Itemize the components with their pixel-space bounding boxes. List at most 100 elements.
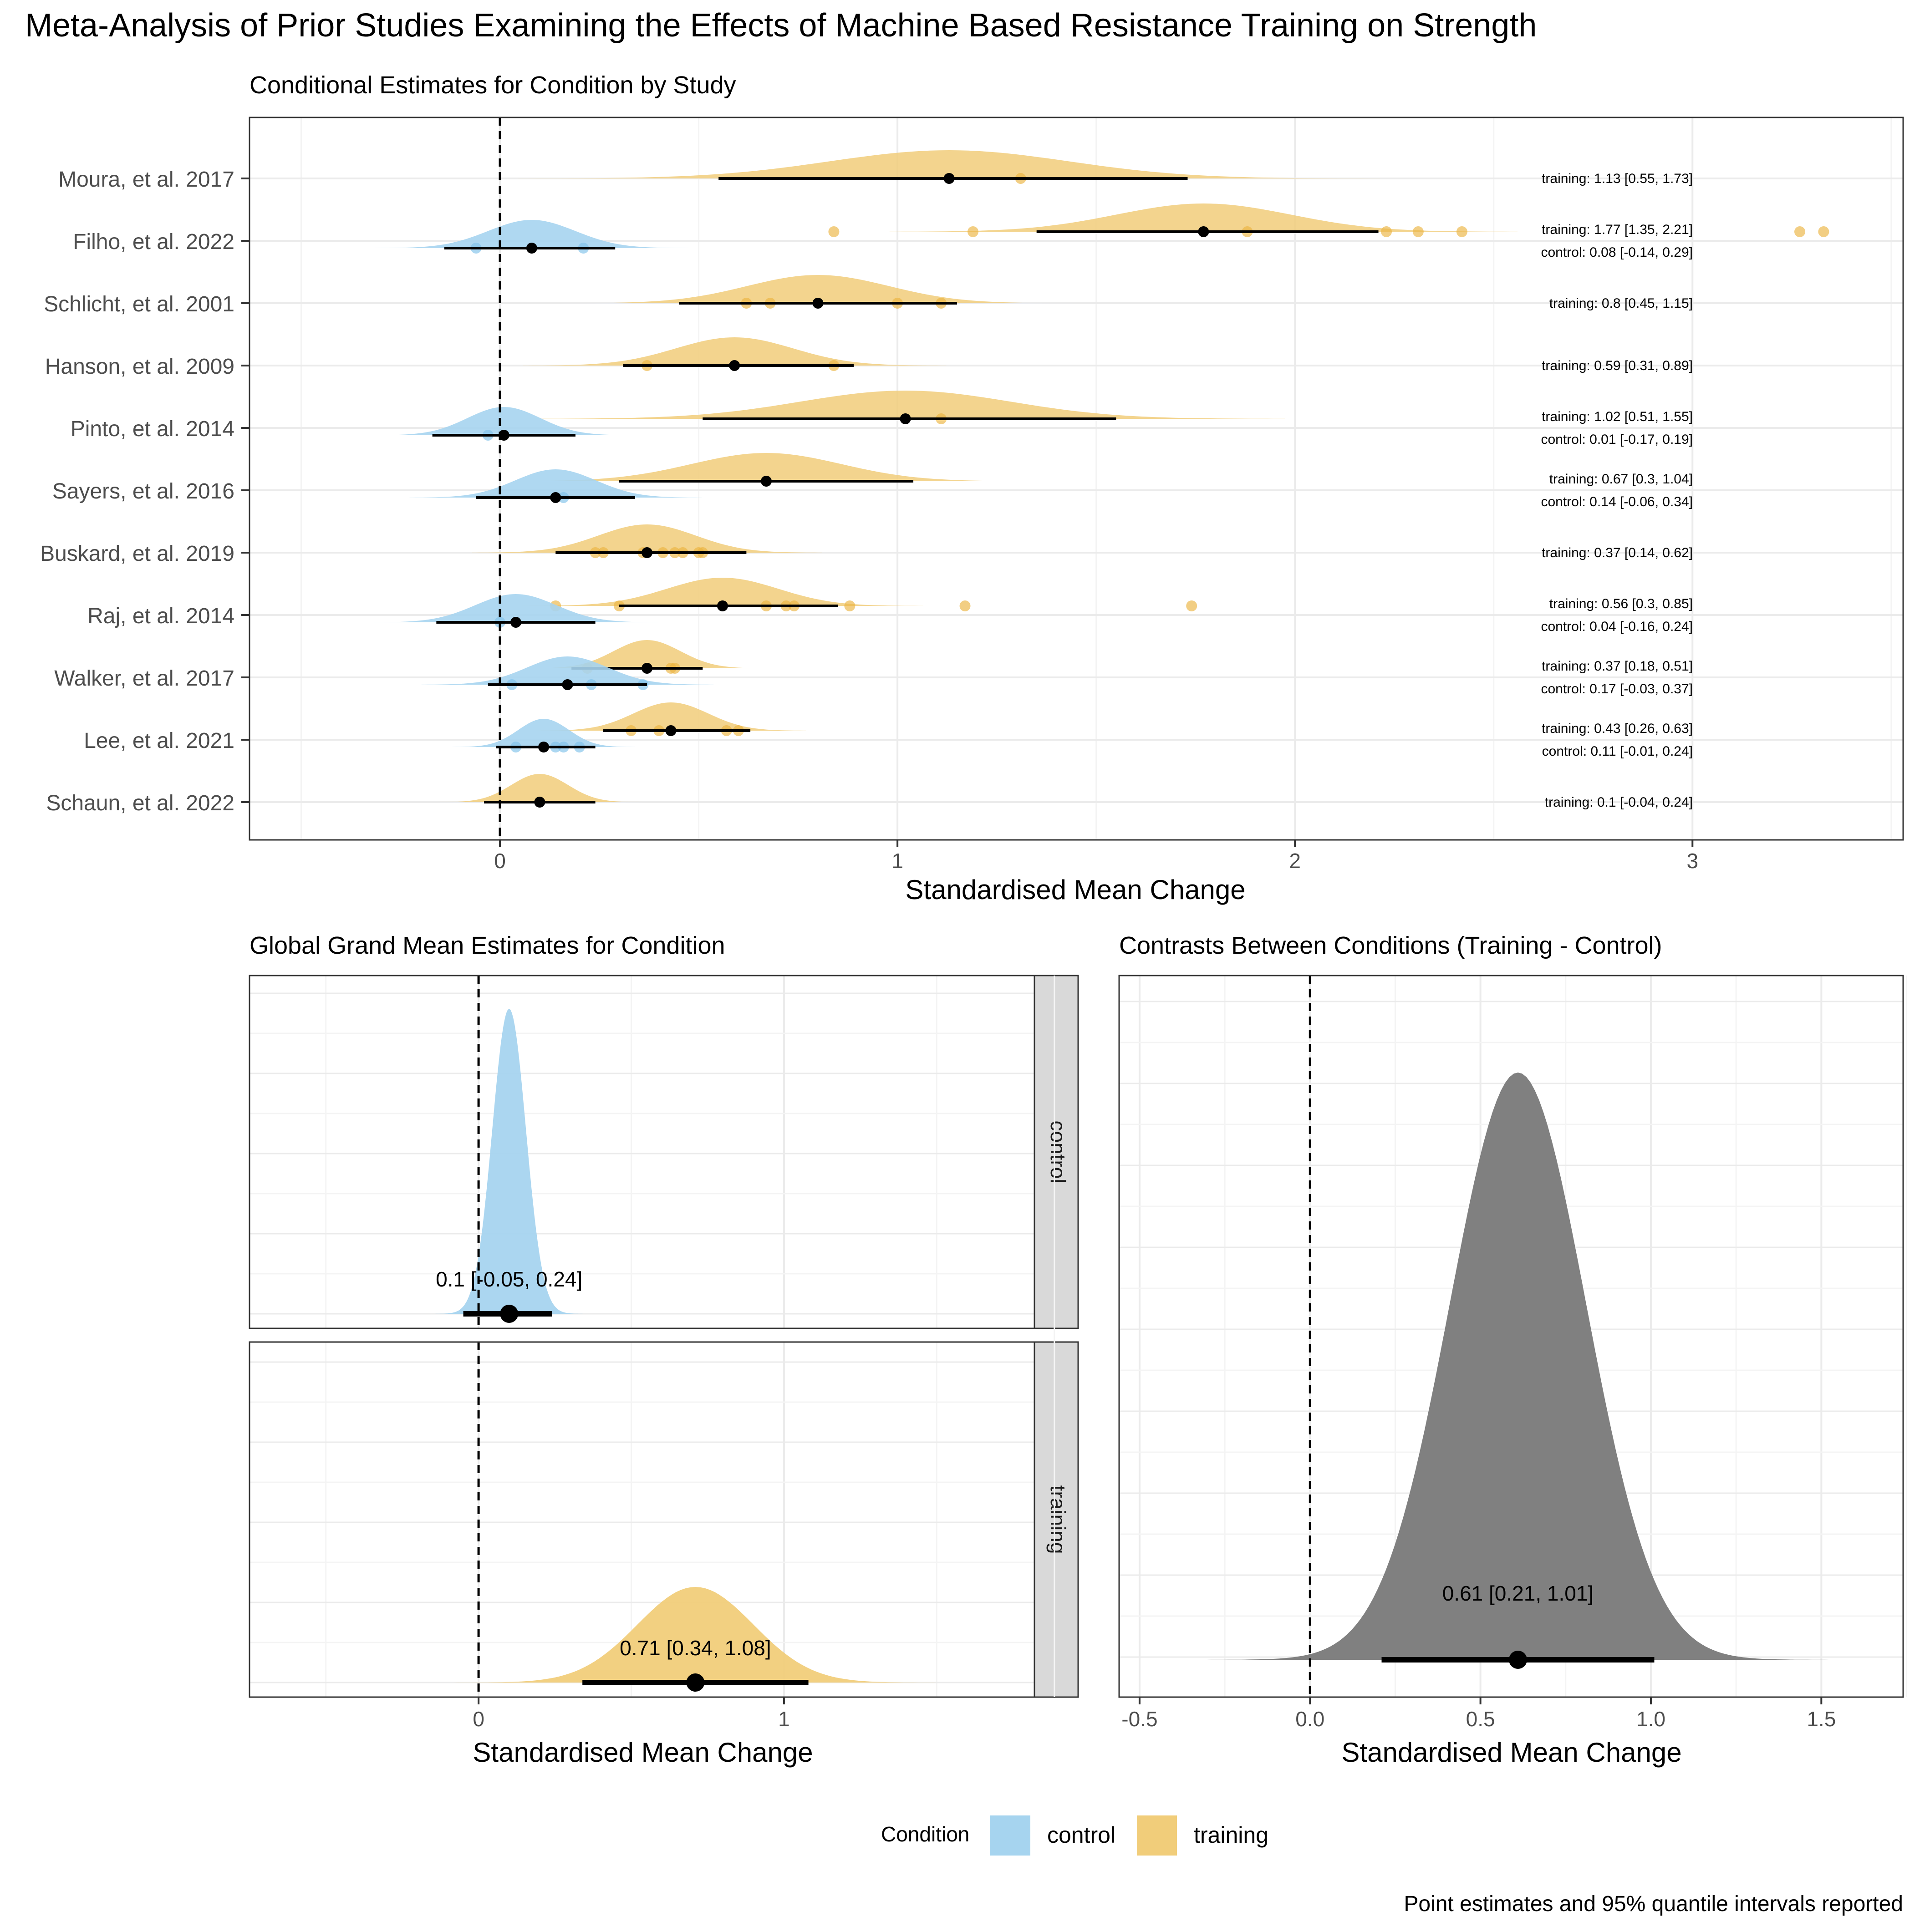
estimate-control-filho-et-al-2022 bbox=[526, 243, 537, 254]
grand-estimate-control bbox=[500, 1305, 519, 1323]
facet-background-control bbox=[250, 976, 1034, 1328]
grand-estimate-training bbox=[686, 1673, 705, 1692]
estimate-training-walker-et-al-2017 bbox=[642, 663, 653, 674]
estimate-training-schlicht-et-al-2001 bbox=[812, 298, 824, 309]
raw-point-training bbox=[1794, 226, 1805, 237]
density-control-lee-et-al-2021 bbox=[452, 719, 635, 747]
raw-point-training bbox=[1186, 600, 1197, 611]
estimate-control-sayers-et-al-2016 bbox=[550, 492, 561, 503]
density-training-schlicht-et-al-2001 bbox=[562, 275, 1074, 303]
contrast-panel: 0.61 [0.21, 1.01] -0.5 0.0 0.5 1.0 1.5 bbox=[1054, 975, 1907, 1731]
density-control-raj-et-al-2014 bbox=[370, 594, 662, 622]
annotation-training-raj-et-al-2014: training: 0.56 [0.3, 0.85] bbox=[1549, 596, 1693, 611]
density-control-filho-et-al-2022 bbox=[375, 220, 689, 248]
density-training-pinto-et-al-2014 bbox=[525, 391, 1285, 419]
annotation-training-lee-et-al-2021: training: 0.43 [0.26, 0.63] bbox=[1542, 721, 1693, 736]
facet-strip-training bbox=[1034, 1341, 1079, 1698]
density-training-moura-et-al-2017 bbox=[518, 150, 1380, 178]
grand-density-training bbox=[405, 1587, 986, 1683]
estimate-training-buskard-et-al-2019 bbox=[642, 547, 653, 558]
study-label-schlicht-et-al-2001: Schlicht, et al. 2001 bbox=[44, 292, 234, 316]
contrast-x-tick-label: 1.0 bbox=[1636, 1707, 1665, 1731]
contrast-panel-border bbox=[1118, 975, 1904, 1698]
density-training-walker-et-al-2017 bbox=[526, 640, 768, 668]
density-training-raj-et-al-2014 bbox=[522, 578, 923, 606]
raw-point-training bbox=[828, 226, 840, 237]
density-control-walker-et-al-2017 bbox=[421, 656, 714, 685]
facet-strip-control bbox=[1034, 975, 1079, 1329]
estimate-training-filho-et-al-2022 bbox=[1198, 226, 1209, 237]
annotation-training-hanson-et-al-2009: training: 0.59 [0.31, 0.89] bbox=[1542, 358, 1693, 373]
grand-density-control bbox=[425, 1009, 593, 1314]
raw-point-training bbox=[1456, 226, 1467, 237]
study-label-schaun-et-al-2022: Schaun, et al. 2022 bbox=[46, 791, 234, 815]
facet-strip-label-control: control bbox=[1046, 1120, 1070, 1183]
annotation-control-pinto-et-al-2014: control: 0.01 [-0.17, 0.19] bbox=[1541, 432, 1693, 447]
density-training-sayers-et-al-2016 bbox=[496, 453, 1037, 481]
study-label-raj-et-al-2014: Raj, et al. 2014 bbox=[87, 604, 234, 628]
density-control-sayers-et-al-2016 bbox=[409, 469, 702, 498]
study-label-sayers-et-al-2016: Sayers, et al. 2016 bbox=[52, 479, 234, 503]
study-panel: Moura, et al. 2017 training: 1.13 [0.55, … bbox=[40, 117, 1904, 873]
annotation-training-sayers-et-al-2016: training: 0.67 [0.3, 1.04] bbox=[1549, 472, 1693, 487]
grand-mean-panel-xlabel: Standardised Mean Change bbox=[473, 1737, 813, 1768]
density-training-filho-et-al-2022 bbox=[889, 203, 1518, 232]
grand-estimate-label-training: 0.71 [0.34, 1.08] bbox=[620, 1636, 771, 1660]
density-control-pinto-et-al-2014 bbox=[372, 407, 636, 435]
main-title: Meta-Analysis of Prior Studies Examining… bbox=[25, 7, 1537, 44]
study-label-pinto-et-al-2014: Pinto, et al. 2014 bbox=[71, 417, 234, 441]
density-training-schaun-et-al-2022 bbox=[437, 774, 642, 802]
raw-point-training bbox=[959, 600, 971, 611]
estimate-control-walker-et-al-2017 bbox=[562, 679, 573, 690]
raw-point-training bbox=[844, 600, 856, 611]
study-panel-xlabel: Standardised Mean Change bbox=[905, 874, 1245, 905]
density-training-lee-et-al-2021 bbox=[535, 702, 806, 731]
study-label-moura-et-al-2017: Moura, et al. 2017 bbox=[58, 168, 234, 192]
annotation-control-raj-et-al-2014: control: 0.04 [-0.16, 0.24] bbox=[1541, 619, 1693, 634]
study-label-filho-et-al-2022: Filho, et al. 2022 bbox=[73, 230, 234, 254]
annotation-training-buskard-et-al-2019: training: 0.37 [0.14, 0.62] bbox=[1542, 545, 1693, 560]
contrast-x-tick-label: 0.5 bbox=[1466, 1707, 1495, 1731]
contrast-x-tick-label: -0.5 bbox=[1121, 1707, 1157, 1731]
annotation-training-walker-et-al-2017: training: 0.37 [0.18, 0.51] bbox=[1542, 659, 1693, 674]
annotation-training-schaun-et-al-2022: training: 0.1 [-0.04, 0.24] bbox=[1545, 795, 1693, 810]
study-x-tick-label: 1 bbox=[891, 849, 903, 873]
contrast-panel-xlabel: Standardised Mean Change bbox=[1341, 1737, 1681, 1768]
study-label-buskard-et-al-2019: Buskard, et al. 2019 bbox=[40, 542, 234, 566]
estimate-training-schaun-et-al-2022 bbox=[534, 797, 545, 808]
study-x-tick-label: 2 bbox=[1289, 849, 1301, 873]
grand-mean-panel: 0.1 [-0.05, 0.24] control 0.71 [0.34, 1.08… bbox=[249, 975, 1079, 1731]
annotation-training-pinto-et-al-2014: training: 1.02 [0.51, 1.55] bbox=[1542, 409, 1693, 424]
study-x-tick-label: 0 bbox=[494, 849, 506, 873]
legend: Condition control training bbox=[881, 1815, 1268, 1856]
annotation-control-filho-et-al-2022: control: 0.08 [-0.14, 0.29] bbox=[1541, 245, 1693, 260]
facet-strip-label-training: training bbox=[1046, 1485, 1070, 1554]
grand-x-tick-label: 0 bbox=[473, 1707, 484, 1731]
grand-estimate-label-control: 0.1 [-0.05, 0.24] bbox=[436, 1267, 582, 1291]
annotation-training-moura-et-al-2017: training: 1.13 [0.55, 1.73] bbox=[1542, 171, 1693, 186]
legend-title: Condition bbox=[881, 1822, 969, 1846]
contrast-panel-title: Contrasts Between Conditions (Training -… bbox=[1119, 932, 1662, 959]
raw-point-training bbox=[1412, 226, 1424, 237]
study-panel-title: Conditional Estimates for Condition by S… bbox=[250, 71, 736, 99]
study-label-walker-et-al-2017: Walker, et al. 2017 bbox=[54, 666, 234, 691]
density-training-buskard-et-al-2019 bbox=[472, 524, 822, 553]
study-x-tick-label: 3 bbox=[1686, 849, 1698, 873]
contrast-x-tick-label: 0.0 bbox=[1295, 1707, 1324, 1731]
estimate-training-pinto-et-al-2014 bbox=[900, 413, 911, 424]
study-label-hanson-et-al-2009: Hanson, et al. 2009 bbox=[45, 355, 234, 379]
raw-point-training bbox=[1818, 226, 1829, 237]
estimate-training-hanson-et-al-2009 bbox=[729, 360, 740, 371]
estimate-control-raj-et-al-2014 bbox=[510, 617, 521, 628]
annotation-control-lee-et-al-2021: control: 0.11 [-0.01, 0.24] bbox=[1542, 744, 1693, 759]
estimate-training-lee-et-al-2021 bbox=[665, 725, 677, 736]
raw-point-training bbox=[1381, 226, 1392, 237]
estimate-training-moura-et-al-2017 bbox=[943, 173, 955, 184]
estimate-training-sayers-et-al-2016 bbox=[761, 476, 772, 487]
estimate-training-raj-et-al-2014 bbox=[717, 600, 728, 611]
contrast-x-tick-label: 1.5 bbox=[1807, 1707, 1836, 1731]
legend-swatch-training bbox=[1137, 1815, 1177, 1856]
study-panel-border bbox=[249, 117, 1904, 841]
annotation-training-filho-et-al-2022: training: 1.77 [1.35, 2.21] bbox=[1542, 222, 1693, 237]
